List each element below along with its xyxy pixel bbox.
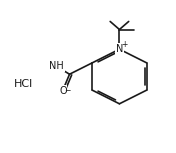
Text: −: − <box>64 87 71 96</box>
Text: N: N <box>116 44 123 54</box>
Text: O: O <box>59 86 67 96</box>
Text: +: + <box>121 40 127 49</box>
Text: NH: NH <box>49 61 64 71</box>
Text: HCl: HCl <box>14 79 33 89</box>
